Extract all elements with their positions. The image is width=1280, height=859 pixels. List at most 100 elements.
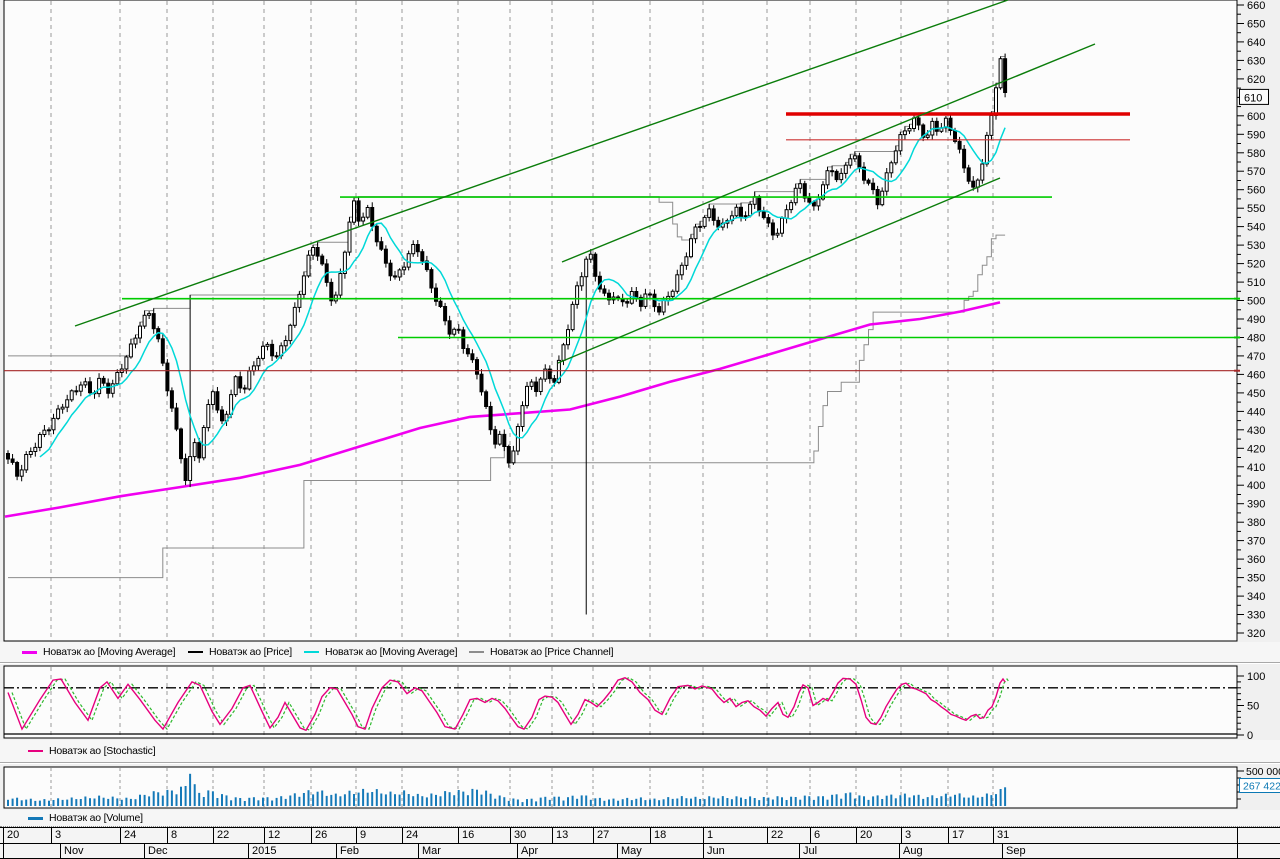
svg-text:50: 50 <box>1247 701 1259 713</box>
svg-text:660: 660 <box>1247 0 1265 12</box>
day-cell-end <box>1237 828 1280 843</box>
svg-text:620: 620 <box>1247 74 1265 86</box>
price-line-icon <box>188 651 203 653</box>
day-cell: 31 <box>993 828 1237 843</box>
price-axis[interactable]: 320 330 340 350 360 370 380 390 400 410 420 430 440 4… <box>1234 0 1265 640</box>
day-cell: 3 <box>901 828 948 843</box>
svg-text:330: 330 <box>1247 610 1265 622</box>
svg-text:440: 440 <box>1247 406 1265 418</box>
volume-line-icon <box>28 816 43 820</box>
day-cell: 24 <box>120 828 167 843</box>
legend-label: Новатэк ао [Moving Average] <box>325 646 458 658</box>
month-cell: Sep <box>1002 844 1237 859</box>
stoch-k-line <box>7 677 1006 732</box>
legend-item-stochastic: Новатэк ао [Stochastic] <box>28 740 156 762</box>
day-cell: 1 <box>703 828 767 843</box>
month-cell: May <box>617 844 703 859</box>
stoch-axis[interactable]: 100 50 0 <box>1237 671 1265 740</box>
stochastic-legend: Новатэк ао [Stochastic] <box>0 740 1280 763</box>
svg-text:340: 340 <box>1247 591 1265 603</box>
month-cell: Jul <box>799 844 899 859</box>
legend-label: Новатэк ао [Stochastic] <box>49 745 156 757</box>
price-channel-line-icon <box>469 651 484 653</box>
svg-text:560: 560 <box>1247 185 1265 197</box>
svg-text:350: 350 <box>1247 573 1265 585</box>
svg-text:410: 410 <box>1247 462 1265 474</box>
month-cell-end <box>1237 844 1280 859</box>
svg-text:530: 530 <box>1247 240 1265 252</box>
month-cell: Aug <box>899 844 1002 859</box>
current-volume-marker: 267 422 <box>1239 778 1280 793</box>
stochastic-line-icon <box>28 750 43 752</box>
day-cell: 27 <box>593 828 650 843</box>
legend-label: Новатэк ао [Price Channel] <box>490 646 614 658</box>
day-cell: 20 <box>3 828 51 843</box>
day-cell: 9 <box>356 828 402 843</box>
support-resistance-levels <box>4 112 1237 372</box>
price-legend: Новатэк ао [Moving Average] Новатэк ао [… <box>0 642 1280 663</box>
svg-text:420: 420 <box>1247 443 1265 455</box>
ma-fast-line-icon <box>304 651 319 653</box>
month-cell: Feb <box>336 844 418 859</box>
day-cell: 24 <box>402 828 458 843</box>
svg-text:640: 640 <box>1247 37 1265 49</box>
day-cell: 20 <box>856 828 901 843</box>
svg-text:650: 650 <box>1247 18 1265 30</box>
time-axis-days[interactable]: 20 3 24 8 22 12 26 9 24 16 30 13 27 18 1 22 6 20 3 17 31 <box>0 827 1280 843</box>
svg-text:570: 570 <box>1247 166 1265 178</box>
legend-item-ma-slow: Новатэк ао [Moving Average] <box>22 642 176 662</box>
svg-text:267 422: 267 422 <box>1243 781 1280 793</box>
svg-text:320: 320 <box>1247 628 1265 640</box>
legend-label: Новатэк ао [Moving Average] <box>43 646 176 658</box>
svg-text:460: 460 <box>1247 369 1265 381</box>
svg-text:540: 540 <box>1247 222 1265 234</box>
svg-text:360: 360 <box>1247 554 1265 566</box>
legend-item-ma-fast: Новатэк ао [Moving Average] <box>304 642 458 662</box>
month-cell: Apr <box>517 844 617 859</box>
svg-text:450: 450 <box>1247 388 1265 400</box>
stochastic-chart-canvas[interactable]: 100 50 0 <box>0 662 1280 740</box>
time-axis-months[interactable]: Nov Dec 2015 Feb Mar Apr May Jun Jul Aug Sep <box>0 843 1280 859</box>
volume-chart-canvas[interactable]: 500 000 267 422 <box>0 762 1280 810</box>
legend-item-price-channel: Новатэк ао [Price Channel] <box>469 642 614 662</box>
svg-text:500: 500 <box>1247 296 1265 308</box>
svg-text:0: 0 <box>1247 730 1253 740</box>
svg-text:500 000: 500 000 <box>1246 766 1280 778</box>
svg-text:550: 550 <box>1247 203 1265 215</box>
day-cell: 30 <box>510 828 552 843</box>
day-cell: 8 <box>167 828 213 843</box>
legend-label: Новатэк ао [Volume] <box>49 812 143 824</box>
day-cell: 3 <box>51 828 120 843</box>
month-cell: Dec <box>144 844 248 859</box>
stoch-d-line <box>11 677 1010 732</box>
svg-text:630: 630 <box>1247 55 1265 67</box>
month-cell: Nov <box>60 844 144 859</box>
day-cell: 12 <box>264 828 311 843</box>
svg-text:590: 590 <box>1247 129 1265 141</box>
volume-legend: Новатэк ао [Volume] <box>0 810 1280 826</box>
svg-text:610: 610 <box>1244 92 1262 104</box>
svg-text:380: 380 <box>1247 517 1265 529</box>
svg-text:400: 400 <box>1247 480 1265 492</box>
price-gridlines <box>50 1 994 640</box>
legend-label: Новатэк ао [Price] <box>209 646 292 658</box>
svg-text:100: 100 <box>1247 671 1265 683</box>
svg-text:390: 390 <box>1247 499 1265 511</box>
day-cell: 22 <box>767 828 810 843</box>
volume-gridlines <box>50 768 994 807</box>
ma-slow-line-icon <box>22 650 37 654</box>
trendlines <box>74 0 1096 364</box>
svg-text:470: 470 <box>1247 351 1265 363</box>
price-chart-canvas[interactable]: 320 330 340 350 360 370 380 390 400 410 420 430 440 4… <box>0 0 1280 642</box>
volume-bars <box>7 773 1007 806</box>
day-cell: 18 <box>650 828 703 843</box>
panel-separator <box>0 826 1280 827</box>
day-cell: 13 <box>552 828 593 843</box>
day-cell: 6 <box>810 828 856 843</box>
month-cell: Jun <box>703 844 799 859</box>
ma-fast-line <box>39 126 1006 458</box>
svg-text:370: 370 <box>1247 536 1265 548</box>
svg-text:480: 480 <box>1247 332 1265 344</box>
day-cell: 17 <box>948 828 993 843</box>
